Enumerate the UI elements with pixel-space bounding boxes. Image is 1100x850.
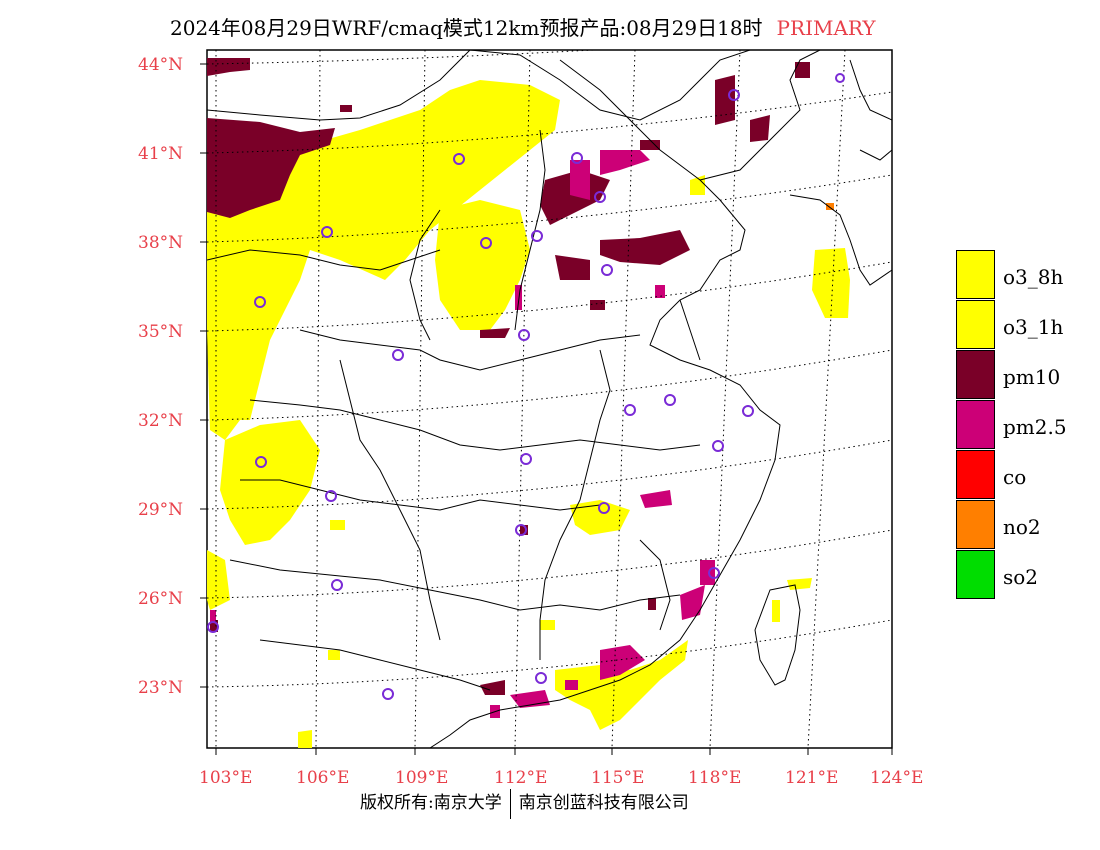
boundaries [207,50,892,748]
lat-label-38: 38°N [138,233,184,253]
lon-label-109: 109°E [395,768,449,788]
lat-label-44: 44°N [138,55,184,75]
title-text: 2024年08月29日WRF/cmaq模式12km预报产品:08月29日18时 [170,16,763,40]
lon-label-106: 106°E [296,768,350,788]
pm10-regions [207,58,810,695]
legend-swatch-pm10 [956,350,995,399]
pm25-regions [210,150,715,718]
legend-label-no2: no2 [1003,515,1041,539]
legend-label-o3-1h: o3_1h [1003,315,1064,339]
legend-swatch-o3-1h [956,300,995,349]
lat-label-32: 32°N [138,411,184,431]
lon-label-103: 103°E [199,768,253,788]
o3-regions [207,80,850,748]
copyright-footer: 版权所有:南京大学 南京创蓝科技有限公司 [360,788,689,819]
city-markers [207,73,845,700]
copyright-right: 南京创蓝科技有限公司 [518,793,689,813]
legend-swatch-co [956,450,995,499]
lon-label-112: 112°E [494,768,548,788]
axis-ticks [200,63,893,755]
map-title: 2024年08月29日WRF/cmaq模式12km预报产品:08月29日18时 P… [170,12,876,41]
legend-label-so2: so2 [1003,565,1039,589]
primary-tag: PRIMARY [776,16,876,40]
lat-label-35: 35°N [138,322,184,342]
copyright-left: 版权所有:南京大学 [360,793,502,813]
legend-swatch-o3-8h [956,250,995,299]
no2-spot [826,203,834,210]
legend-label-pm10: pm10 [1003,365,1061,389]
legend-swatch-pm25 [956,400,995,449]
lat-label-41: 41°N [138,144,184,164]
legend-label-pm25: pm2.5 [1003,415,1067,439]
lat-label-26: 26°N [138,589,184,609]
lat-label-29: 29°N [138,500,184,520]
legend-swatch-so2 [956,550,995,599]
footer-divider [509,788,511,819]
lat-label-23: 23°N [138,678,184,698]
lon-label-118: 118°E [688,768,742,788]
lon-label-115: 115°E [591,768,645,788]
legend-label-co: co [1003,465,1027,489]
legend-swatch-no2 [956,500,995,549]
lon-label-121: 121°E [785,768,839,788]
lon-label-124: 124°E [870,768,924,788]
legend-label-o3-8h: o3_8h [1003,265,1064,289]
graticule [207,50,892,748]
